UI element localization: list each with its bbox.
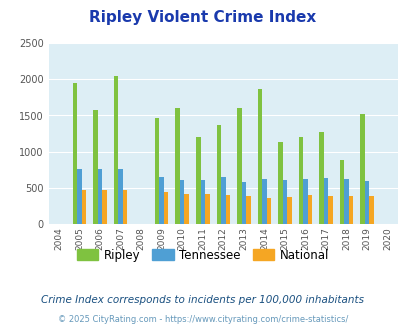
Bar: [245, 196, 250, 224]
Bar: [196, 137, 200, 224]
Bar: [159, 177, 164, 224]
Text: © 2025 CityRating.com - https://www.cityrating.com/crime-statistics/: © 2025 CityRating.com - https://www.city…: [58, 315, 347, 324]
Bar: [200, 180, 205, 224]
Bar: [81, 190, 86, 224]
Bar: [123, 190, 127, 224]
Bar: [266, 198, 271, 224]
Bar: [102, 190, 107, 224]
Bar: [118, 169, 123, 224]
Bar: [220, 177, 225, 224]
Bar: [262, 180, 266, 224]
Bar: [343, 179, 348, 224]
Bar: [98, 169, 102, 224]
Bar: [307, 195, 311, 224]
Bar: [241, 182, 245, 224]
Bar: [364, 181, 369, 224]
Bar: [93, 110, 98, 224]
Bar: [298, 137, 303, 224]
Bar: [257, 89, 262, 224]
Bar: [303, 179, 307, 224]
Bar: [286, 197, 291, 224]
Bar: [323, 178, 328, 224]
Bar: [77, 169, 81, 224]
Bar: [184, 194, 189, 224]
Bar: [72, 83, 77, 224]
Bar: [277, 142, 282, 224]
Bar: [348, 196, 352, 224]
Text: Crime Index corresponds to incidents per 100,000 inhabitants: Crime Index corresponds to incidents per…: [41, 295, 364, 305]
Bar: [175, 108, 179, 224]
Bar: [179, 180, 184, 224]
Bar: [359, 114, 364, 224]
Bar: [369, 196, 373, 224]
Bar: [155, 118, 159, 224]
Bar: [113, 76, 118, 224]
Bar: [225, 195, 230, 224]
Bar: [282, 180, 286, 224]
Bar: [205, 194, 209, 224]
Bar: [237, 108, 241, 224]
Legend: Ripley, Tennessee, National: Ripley, Tennessee, National: [72, 244, 333, 266]
Bar: [339, 160, 343, 224]
Text: Ripley Violent Crime Index: Ripley Violent Crime Index: [89, 10, 316, 25]
Bar: [216, 124, 220, 224]
Bar: [318, 132, 323, 224]
Bar: [328, 196, 332, 224]
Bar: [164, 192, 168, 224]
